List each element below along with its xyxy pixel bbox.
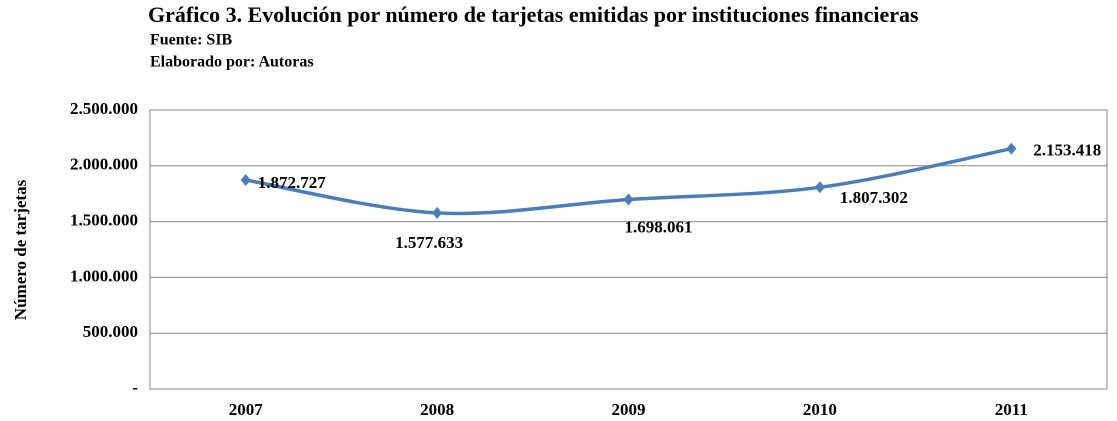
marker [623, 193, 634, 206]
data-label: 1.872.727 [258, 173, 327, 192]
data-label: 1.698.061 [625, 217, 693, 236]
y-axis-label: Número de tarjetas [11, 179, 30, 320]
y-tick-label: 1.000.000 [70, 266, 138, 285]
marker [1006, 142, 1017, 155]
y-tick-label: 2.000.000 [70, 155, 138, 174]
x-tick-label: 2008 [420, 400, 454, 419]
data-label: 1.807.302 [840, 188, 908, 207]
data-label: 1.577.633 [395, 233, 463, 252]
x-tick-label: 2007 [229, 400, 264, 419]
marker [240, 174, 251, 187]
x-tick-label: 2011 [995, 400, 1028, 419]
source: Fuente: SIB [150, 32, 233, 49]
x-tick-label: 2009 [612, 400, 646, 419]
chart-title: Gráfico 3. Evolución por número de tarje… [148, 2, 919, 27]
y-tick-label: - [132, 378, 138, 397]
marker [432, 206, 443, 219]
x-tick-label: 2010 [803, 400, 837, 419]
marker [814, 181, 825, 194]
author: Elaborado por: Autoras [150, 54, 314, 71]
y-tick-label: 1.500.000 [70, 211, 138, 230]
y-tick-label: 500.000 [83, 322, 138, 341]
y-tick-label: 2.500.000 [70, 99, 138, 118]
plot-area [149, 109, 1108, 390]
data-label: 2.153.418 [1033, 141, 1101, 160]
